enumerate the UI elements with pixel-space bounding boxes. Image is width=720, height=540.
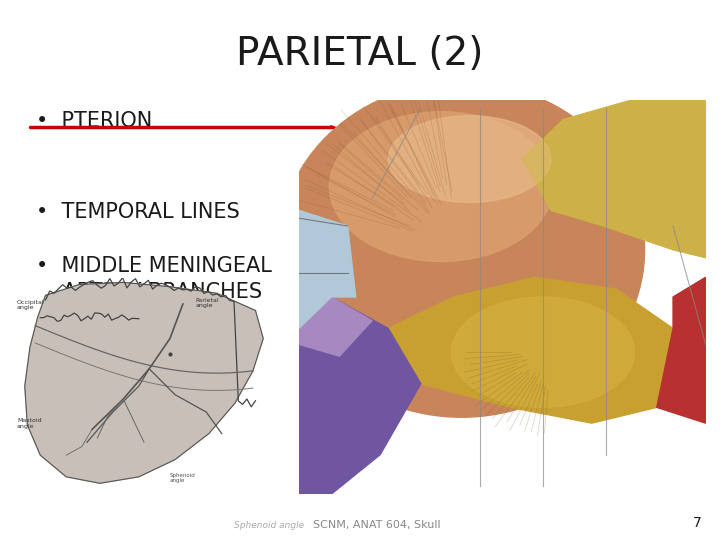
Ellipse shape xyxy=(329,112,553,261)
Text: •  TEMPORAL LINES: • TEMPORAL LINES xyxy=(36,202,240,222)
Text: Occipital
angle: Occipital angle xyxy=(17,300,45,310)
Ellipse shape xyxy=(279,82,644,417)
Polygon shape xyxy=(299,297,372,356)
Polygon shape xyxy=(388,278,673,423)
Text: 7: 7 xyxy=(693,516,702,530)
Text: Sphenoid
angle: Sphenoid angle xyxy=(170,472,196,483)
Text: PARIETAL (2): PARIETAL (2) xyxy=(236,35,484,73)
Text: SCNM, ANAT 604, Skull: SCNM, ANAT 604, Skull xyxy=(313,520,441,530)
Polygon shape xyxy=(299,210,356,328)
Text: Mastoid
angle: Mastoid angle xyxy=(17,418,42,429)
Polygon shape xyxy=(523,100,706,258)
Text: Parietal
angle: Parietal angle xyxy=(196,298,220,308)
Text: Sphenoid angle: Sphenoid angle xyxy=(234,521,310,530)
Polygon shape xyxy=(657,278,706,423)
Polygon shape xyxy=(299,297,420,494)
Text: •  MIDDLE MENINGEAL
    ARTERY BRANCHES: • MIDDLE MENINGEAL ARTERY BRANCHES xyxy=(36,256,272,302)
Polygon shape xyxy=(24,282,264,483)
Ellipse shape xyxy=(451,297,634,407)
Text: •  PTERION: • PTERION xyxy=(36,111,152,131)
Polygon shape xyxy=(523,100,706,258)
Ellipse shape xyxy=(388,116,551,202)
